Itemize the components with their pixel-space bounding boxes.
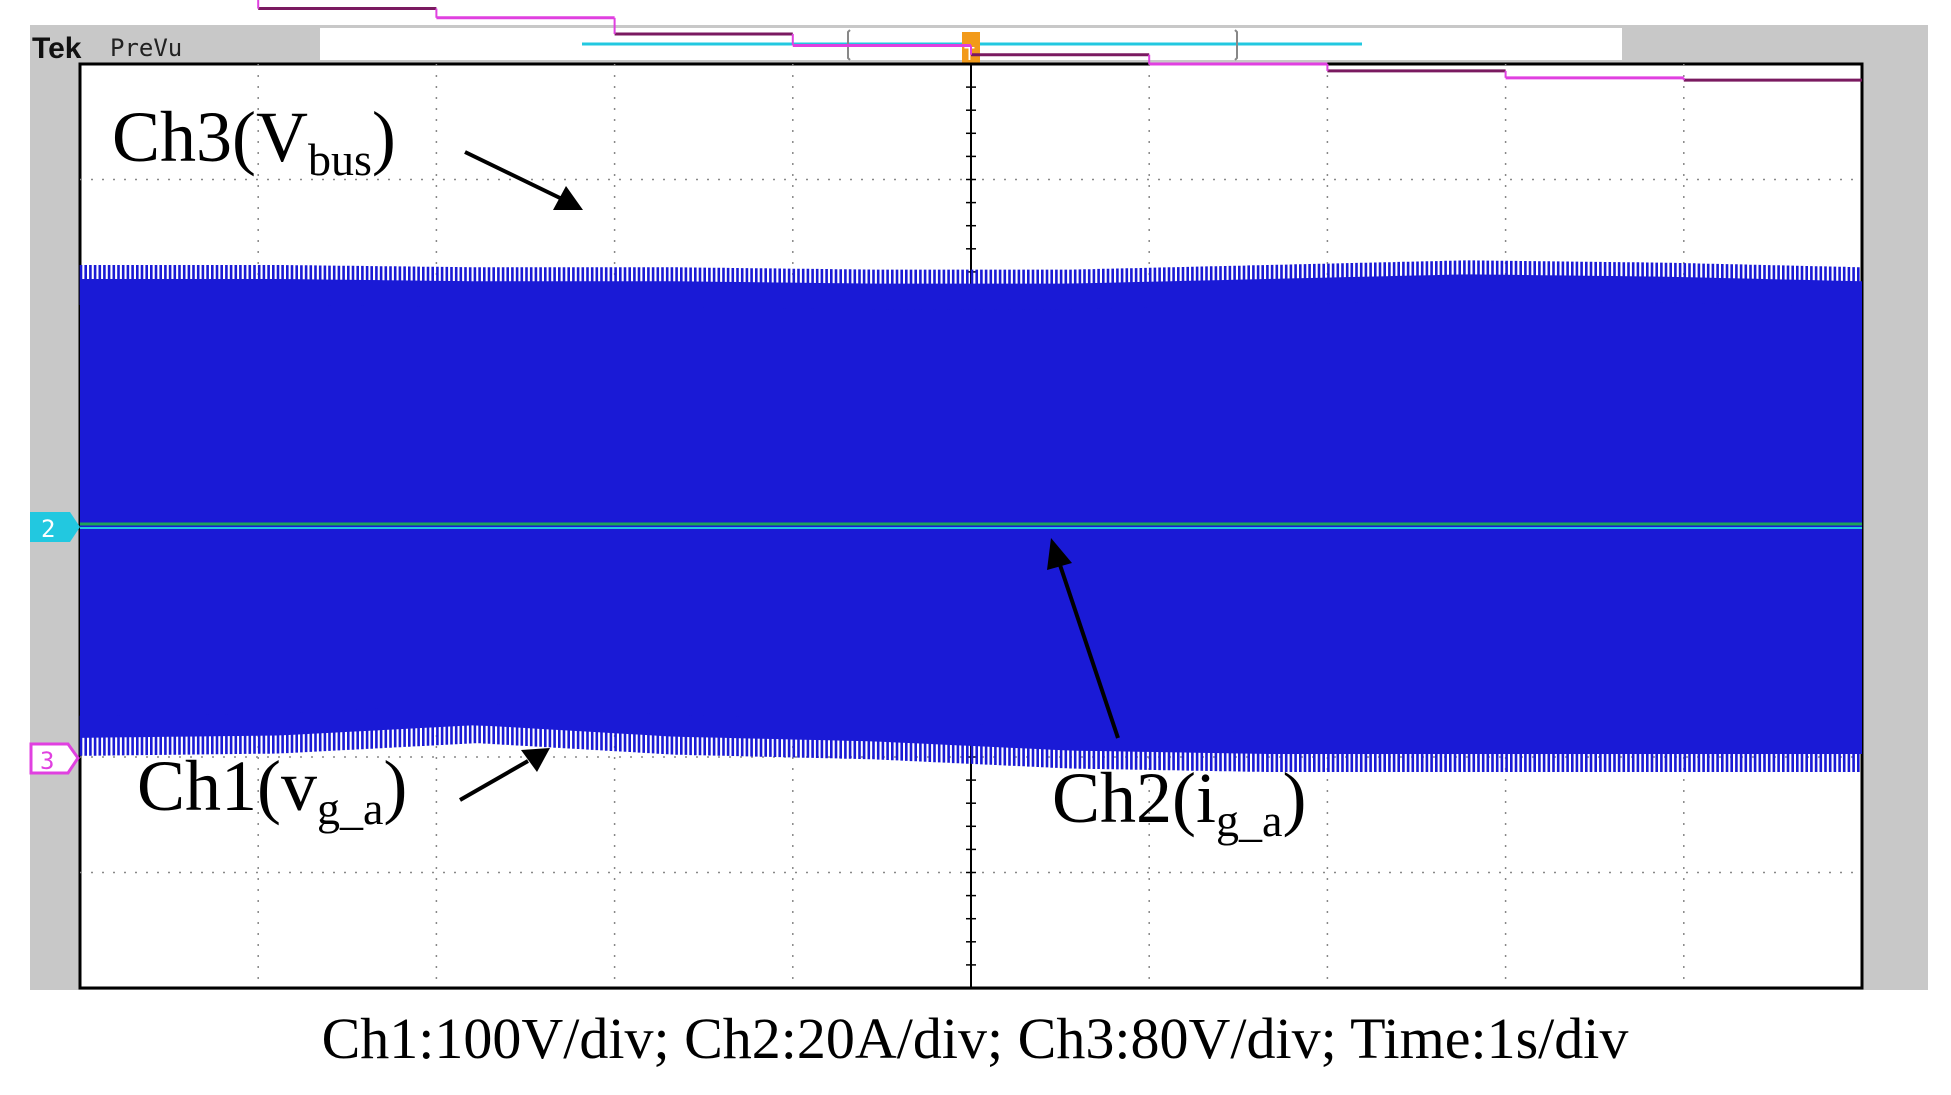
ch1-voltage-trace xyxy=(79,260,1862,772)
ch2-current-trace xyxy=(80,522,1862,529)
ch3-label: Ch3(Vbus) xyxy=(112,97,396,185)
ch2-label: Ch2(ig_a) xyxy=(1052,758,1306,846)
mode-label: PreVu xyxy=(110,34,182,62)
ch1-label: Ch1(vg_a) xyxy=(137,746,407,834)
svg-text:2: 2 xyxy=(41,515,55,543)
svg-text:3: 3 xyxy=(40,747,54,775)
ch2-ground-marker[interactable]: 2 xyxy=(30,512,80,543)
ch3-bus-voltage-trace xyxy=(257,0,1862,82)
ch1-waveform-peaks xyxy=(79,260,1860,772)
ch3-ground-marker[interactable]: 3 xyxy=(29,742,80,775)
brand-logo: Tek xyxy=(32,32,82,65)
scale-caption: Ch1:100V/div; Ch2:20A/div; Ch3:80V/div; … xyxy=(322,1006,1629,1071)
annotation-arrows xyxy=(459,150,1120,802)
svg-text:T: T xyxy=(964,44,975,65)
ch1-envelope-fill xyxy=(80,274,1862,755)
